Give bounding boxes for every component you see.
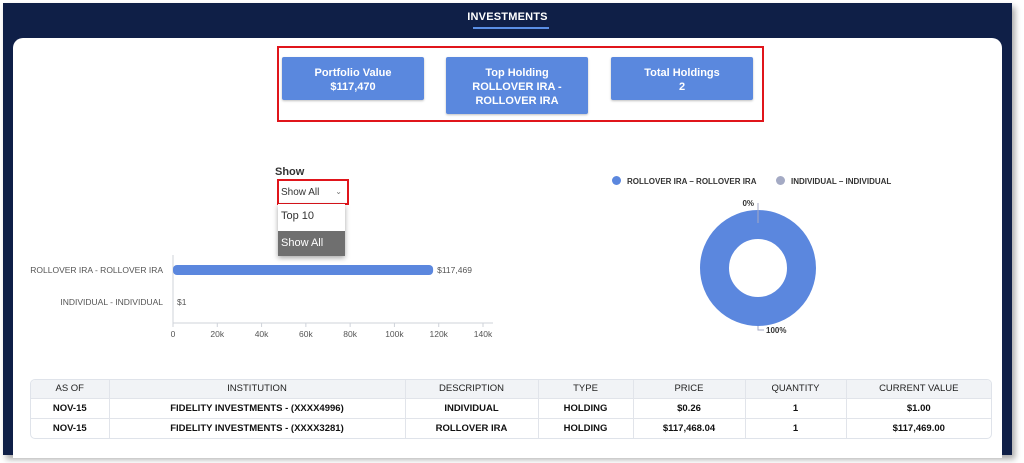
total-holdings-count: 2 [678,81,686,93]
show-filter-dropdown: Top 10 Show All [278,204,345,256]
cell-description: INDIVIDUAL [405,397,539,418]
cell-as-of: NOV-15 [31,397,110,418]
column-header-price[interactable]: PRICE [633,380,746,398]
legend-item-rollover[interactable]: ROLLOVER IRA – ROLLOVER IRA [612,176,757,186]
dropdown-option-show-all[interactable]: Show All [278,231,345,256]
portfolio-value-amount: $117,470 [330,81,376,93]
bar-category-label: ROLLOVER IRA - ROLLOVER IRA [30,265,163,275]
legend-dot-individual [776,176,785,185]
table-header-row: AS OF INSTITUTION DESCRIPTION TYPE PRICE… [31,380,991,398]
cell-price: $117,468.04 [633,417,746,438]
bar-value-label: $117,469 [437,265,472,275]
column-header-institution[interactable]: INSTITUTION [109,380,406,398]
cell-description: ROLLOVER IRA [405,417,539,438]
top-holding-value-line1: ROLLOVER IRA - [472,81,562,93]
legend-item-individual[interactable]: INDIVIDUAL – INDIVIDUAL [776,176,891,186]
column-header-type[interactable]: TYPE [538,380,634,398]
x-tick-label: 140k [474,329,493,339]
legend-dot-rollover [612,176,621,185]
data-label-leader [757,326,764,331]
show-filter-label: Show [275,166,305,178]
show-filter-selected-value: Show All [281,187,320,198]
holdings-table: AS OF INSTITUTION DESCRIPTION TYPE PRICE… [30,379,992,439]
column-header-quantity[interactable]: QUANTITY [745,380,847,398]
column-header-as-of[interactable]: AS OF [31,380,110,398]
bar [173,265,434,275]
x-tick-label: 120k [429,329,448,339]
x-tick-label: 20k [210,329,224,339]
cell-type: HOLDING [538,397,634,418]
cell-institution: FIDELITY INVESTMENTS - (XXXX3281) [109,417,406,438]
table-row[interactable]: NOV-15 FIDELITY INVESTMENTS - (XXXX3281)… [31,417,991,438]
investments-window: INVESTMENTS Portfolio Value $117,470 Top… [3,3,1012,458]
x-tick-label: 40k [255,329,269,339]
x-tick-label: 80k [343,329,357,339]
cell-type: HOLDING [538,417,634,438]
total-holdings-card: Total Holdings 2 [611,57,753,100]
column-header-current-value[interactable]: CURRENT VALUE [846,380,991,398]
holdings-donut-chart: 0% 100% [700,199,816,335]
dropdown-option-top-10[interactable]: Top 10 [281,210,315,222]
cell-current-value: $117,469.00 [846,417,991,438]
nav-tab-investments[interactable]: INVESTMENTS [467,11,548,23]
table-row[interactable]: NOV-15 FIDELITY INVESTMENTS - (XXXX4996)… [31,397,991,418]
portfolio-value-card: Portfolio Value $117,470 [282,57,424,100]
show-filter-select[interactable]: Show All ⌄ [277,179,349,205]
cell-quantity: 1 [745,417,847,438]
chevron-down-icon: ⌄ [335,187,342,196]
data-label-individual: 0% [742,199,754,208]
summary-highlight-box [277,46,764,122]
portfolio-value-label: Portfolio Value [314,67,392,79]
top-holding-value-line2: ROLLOVER IRA [475,95,559,107]
investments-panel: Portfolio Value $117,470 Top Holding ROL… [13,38,1002,458]
x-tick-label: 0 [171,329,176,339]
x-tick-label: 100k [385,329,404,339]
cell-price: $0.26 [633,397,746,418]
cell-current-value: $1.00 [846,397,991,418]
column-header-description[interactable]: DESCRIPTION [405,380,539,398]
x-tick-label: 60k [299,329,313,339]
bar-value-label: $1 [177,297,187,307]
legend-label-individual: INDIVIDUAL – INDIVIDUAL [791,177,892,186]
top-holding-card: Top Holding ROLLOVER IRA - ROLLOVER IRA [446,57,588,114]
holdings-bar-chart: 0 20k 40k 60k 80k 100k 120k 140k ROLLOVER IRA -… [30,255,493,339]
active-tab-indicator [473,27,549,29]
cell-institution: FIDELITY INVESTMENTS - (XXXX4996) [109,397,406,418]
cell-quantity: 1 [745,397,847,418]
cell-as-of: NOV-15 [31,417,110,438]
bar-category-label: INDIVIDUAL - INDIVIDUAL [60,297,163,307]
data-label-rollover: 100% [766,326,786,335]
top-holding-label: Top Holding [485,67,549,79]
total-holdings-label: Total Holdings [644,67,720,79]
legend-label-rollover: ROLLOVER IRA – ROLLOVER IRA [627,177,757,186]
